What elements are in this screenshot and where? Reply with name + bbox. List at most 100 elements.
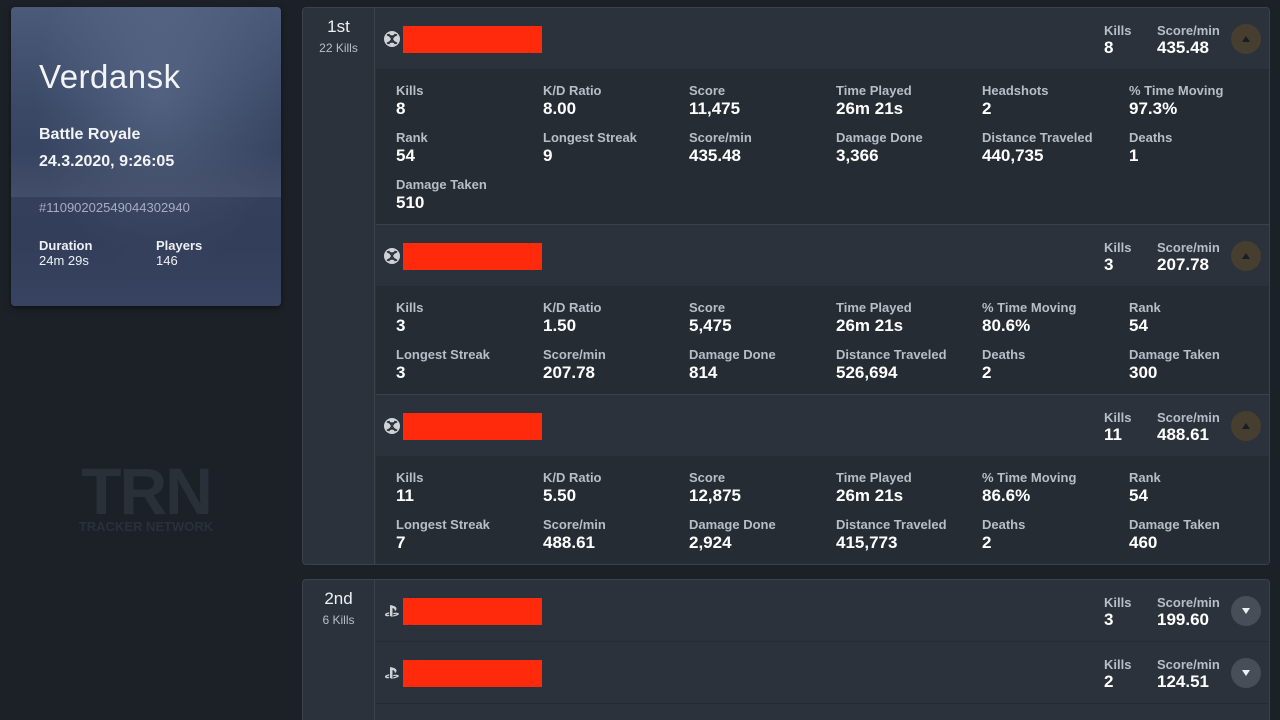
stat-time-played: Time Played 26m 21s xyxy=(836,83,912,118)
stat-damage-done: Damage Done 814 xyxy=(689,347,776,382)
stat-deaths: Deaths 2 xyxy=(982,517,1026,552)
score-min-label: Score/min xyxy=(1157,657,1220,672)
stat-time-played: Time Played 26m 21s xyxy=(836,300,912,335)
stat-kills: Kills 3 xyxy=(396,300,424,335)
match-id: #11090202549044302940 xyxy=(39,200,190,215)
kills-label: Kills xyxy=(1104,595,1132,610)
chevron-down-icon xyxy=(1242,670,1250,676)
stat-longest-streak: Longest Streak 9 xyxy=(543,130,637,165)
kills-label: Kills xyxy=(1104,657,1132,672)
stat-kd-ratio: K/D Ratio 1.50 xyxy=(543,300,602,335)
collapse-button[interactable] xyxy=(1231,24,1261,54)
tracker-network-logo: TRN TRACKER NETWORK xyxy=(66,454,226,534)
team-kills: 22 Kills xyxy=(319,41,358,55)
expand-button[interactable] xyxy=(1231,596,1261,626)
placement-rank: 1st xyxy=(327,17,350,36)
match-card: Verdansk Battle Royale 24.3.2020, 9:26:0… xyxy=(11,7,281,306)
match-datetime: 24.3.2020, 9:26:05 xyxy=(39,153,175,170)
stat-damage-taken: Damage Taken 510 xyxy=(396,177,487,212)
score-min-label: Score/min xyxy=(1157,410,1220,425)
team-kills: 6 Kills xyxy=(322,613,355,627)
score-min-label: Score/min xyxy=(1157,240,1220,255)
map-backdrop xyxy=(11,147,281,197)
stat-distance-traveled: Distance Traveled 440,735 xyxy=(982,130,1093,165)
kills-value: 2 xyxy=(1104,672,1114,691)
duration-label: Duration xyxy=(39,238,93,253)
players-label: Players xyxy=(156,238,203,253)
score-min-value: 199.60 xyxy=(1157,610,1209,629)
score-min-label: Score/min xyxy=(1157,595,1220,610)
kills-value: 3 xyxy=(1104,255,1114,274)
team-placement: 2nd 6 Kills xyxy=(303,580,375,720)
placement-rank: 2nd xyxy=(324,589,353,608)
player-row[interactable]: Kills 3 Score/min 199.60 xyxy=(376,580,1269,642)
stat-kills: Kills 11 xyxy=(396,470,424,505)
logo-text: TRACKER NETWORK xyxy=(78,519,214,534)
stat-damage-taken: Damage Taken 460 xyxy=(1129,517,1220,552)
stat-rank: Rank 54 xyxy=(396,130,428,165)
player-row[interactable]: Kills 11 Score/min 488.61 xyxy=(376,395,1269,457)
player-row[interactable]: Kills 8 Score/min 435.48 xyxy=(376,8,1269,70)
redacted-player-name xyxy=(403,243,542,270)
stat-damage-taken: Damage Taken 300 xyxy=(1129,347,1220,382)
stat-score: Score 5,475 xyxy=(689,300,732,335)
redacted-player-name xyxy=(403,598,542,625)
logo-mark: TRN xyxy=(81,454,213,528)
stat-score: Score 11,475 xyxy=(689,83,741,118)
players-value: 146 xyxy=(156,253,178,268)
stat-time-moving: % Time Moving 86.6% xyxy=(982,470,1077,505)
stat-score-min: Score/min 488.61 xyxy=(543,517,606,552)
stat-kills: Kills 8 xyxy=(396,83,424,118)
score-min-value: 207.78 xyxy=(1157,255,1209,274)
chevron-down-icon xyxy=(1242,608,1250,614)
redacted-player-name xyxy=(403,26,542,53)
collapse-button[interactable] xyxy=(1231,241,1261,271)
stat-time-moving: % Time Moving 97.3% xyxy=(1129,83,1224,118)
redacted-player-name xyxy=(403,413,542,440)
player-stats-grid: Kills 11 K/D Ratio 5.50 Score 12,875 Time P… xyxy=(376,457,1269,564)
stat-time-moving: % Time Moving 80.6% xyxy=(982,300,1077,335)
chevron-up-icon xyxy=(1242,253,1250,259)
score-min-value: 488.61 xyxy=(1157,425,1209,444)
xbox-icon xyxy=(384,248,400,264)
playstation-icon xyxy=(385,667,400,679)
team-panel-2nd: 2nd 6 Kills Kills 3 Score/min 199.60 Kil… xyxy=(302,579,1270,720)
kills-value: 8 xyxy=(1104,38,1114,57)
stat-headshots: Headshots 2 xyxy=(982,83,1049,118)
stat-rank: Rank 54 xyxy=(1129,470,1161,505)
stat-kd-ratio: K/D Ratio 5.50 xyxy=(543,470,602,505)
stat-score-min: Score/min 207.78 xyxy=(543,347,606,382)
chevron-up-icon xyxy=(1242,36,1250,42)
stat-longest-streak: Longest Streak 3 xyxy=(396,347,490,382)
kills-value: 3 xyxy=(1104,610,1114,629)
stat-distance-traveled: Distance Traveled 415,773 xyxy=(836,517,947,552)
xbox-icon xyxy=(384,31,400,47)
stat-damage-done: Damage Done 3,366 xyxy=(836,130,923,165)
kills-label: Kills xyxy=(1104,240,1132,255)
stat-longest-streak: Longest Streak 7 xyxy=(396,517,490,552)
redacted-player-name xyxy=(403,660,542,687)
kills-label: Kills xyxy=(1104,410,1132,425)
xbox-icon xyxy=(384,418,400,434)
player-stats-grid: Kills 3 K/D Ratio 1.50 Score 5,475 Time Pla… xyxy=(376,287,1269,395)
player-stats-grid: Kills 8 K/D Ratio 8.00 Score 11,475 Time Pl… xyxy=(376,70,1269,225)
playstation-icon xyxy=(385,605,400,617)
stat-score-min: Score/min 435.48 xyxy=(689,130,752,165)
player-row[interactable]: Kills 3 Score/min 207.78 xyxy=(376,225,1269,287)
chevron-up-icon xyxy=(1242,423,1250,429)
map-name: Verdansk xyxy=(39,58,181,95)
kills-value: 11 xyxy=(1104,425,1122,444)
stat-time-played: Time Played 26m 21s xyxy=(836,470,912,505)
team-panel-1st: 1st 22 Kills Kills 8 Score/min 435.48 Ki… xyxy=(302,7,1270,565)
player-row[interactable]: Kills 2 Score/min 124.51 xyxy=(376,642,1269,704)
score-min-value: 124.51 xyxy=(1157,672,1209,691)
collapse-button[interactable] xyxy=(1231,411,1261,441)
score-min-value: 435.48 xyxy=(1157,38,1209,57)
game-mode: Battle Royale xyxy=(39,126,141,143)
stat-distance-traveled: Distance Traveled 526,694 xyxy=(836,347,947,382)
stat-kd-ratio: K/D Ratio 8.00 xyxy=(543,83,602,118)
duration-value: 24m 29s xyxy=(39,253,89,268)
stat-score: Score 12,875 xyxy=(689,470,741,505)
team-placement: 1st 22 Kills xyxy=(303,8,375,564)
expand-button[interactable] xyxy=(1231,658,1261,688)
